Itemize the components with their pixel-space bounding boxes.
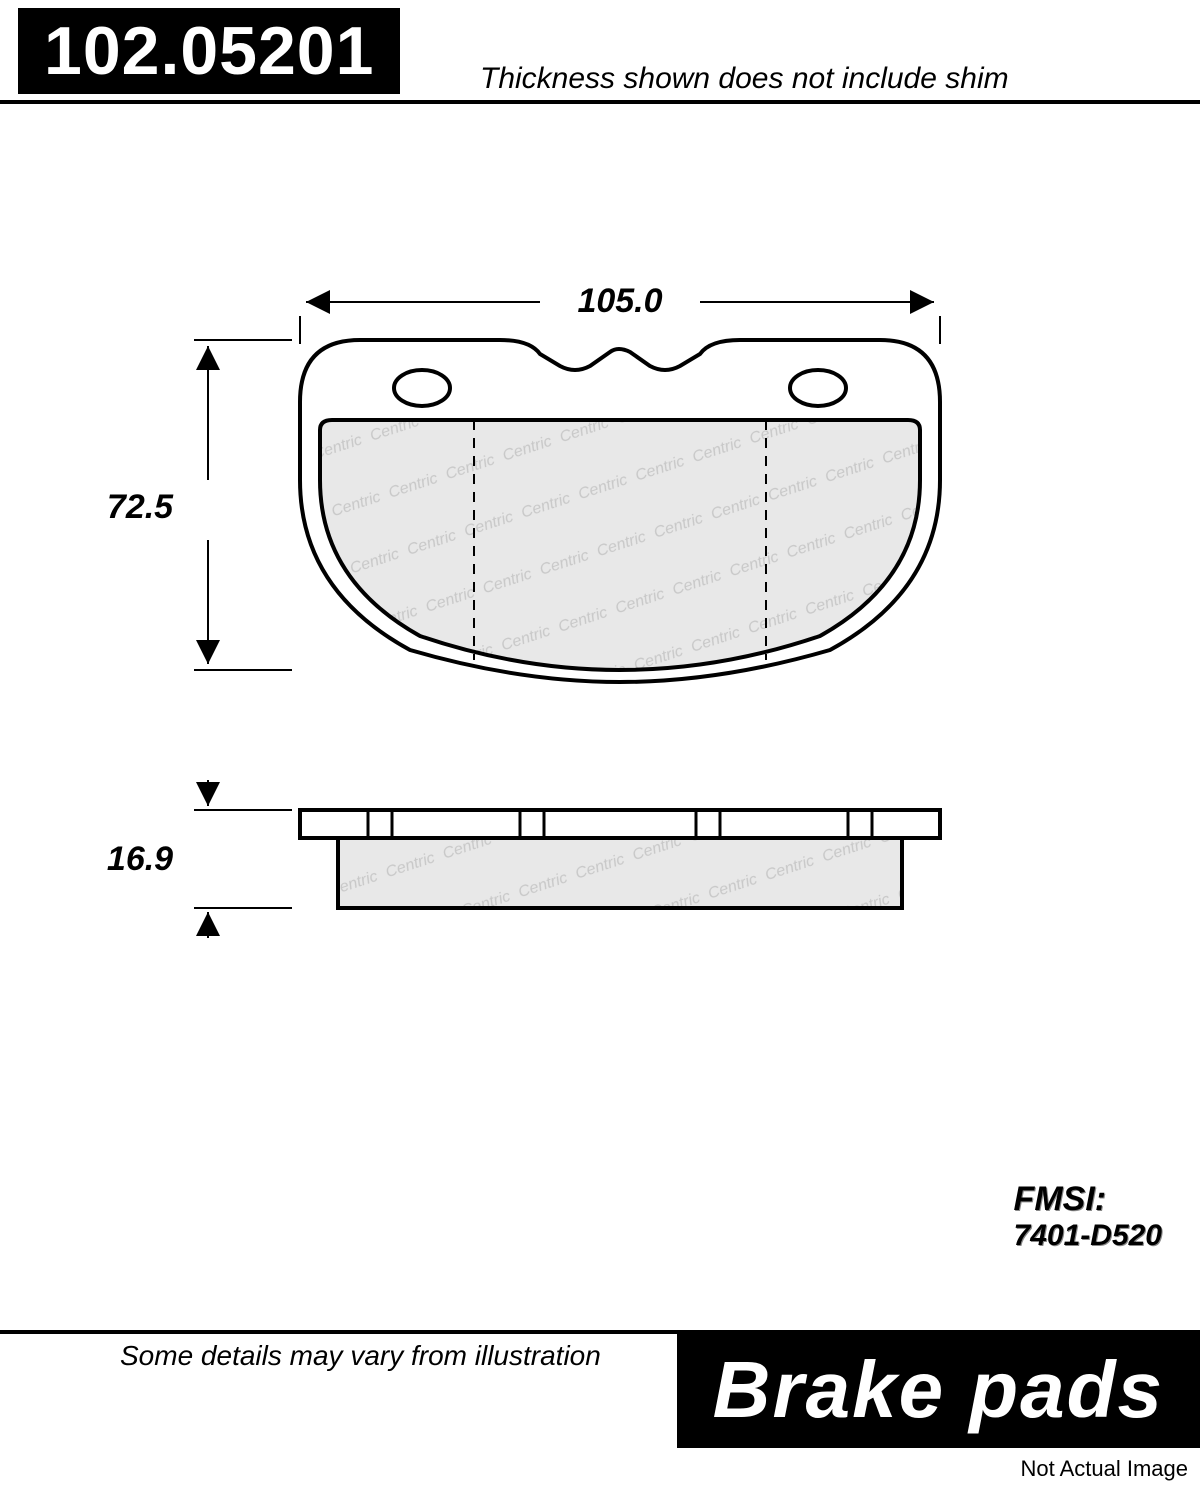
- footer-note: Some details may vary from illustration: [120, 1340, 601, 1372]
- dim-thickness: 16.9: [107, 780, 292, 938]
- footer-title: Brake pads: [677, 1334, 1200, 1448]
- fmsi-value: 7401-D520: [1014, 1219, 1162, 1253]
- dim-width-label: 105.0: [577, 282, 662, 320]
- fmsi-block: FMSI: 7401-D520: [1014, 1180, 1162, 1253]
- fmsi-label: FMSI:: [1014, 1180, 1162, 1219]
- part-number: 102.05201: [18, 8, 400, 94]
- technical-drawing: Centric 105.: [0, 280, 1200, 1060]
- not-actual-note: Not Actual Image: [1020, 1456, 1188, 1482]
- mount-hole-right: [790, 370, 846, 406]
- header-divider: [0, 100, 1200, 104]
- dim-width: 105.0: [300, 282, 940, 344]
- dim-height-label: 72.5: [107, 488, 174, 526]
- dim-thickness-label: 16.9: [107, 840, 173, 878]
- mount-hole-left: [394, 370, 450, 406]
- pad-side-view: [300, 810, 940, 908]
- dim-height: 72.5: [107, 340, 292, 670]
- thickness-note: Thickness shown does not include shim: [480, 62, 1009, 96]
- header: 102.05201 Thickness shown does not inclu…: [0, 0, 1200, 110]
